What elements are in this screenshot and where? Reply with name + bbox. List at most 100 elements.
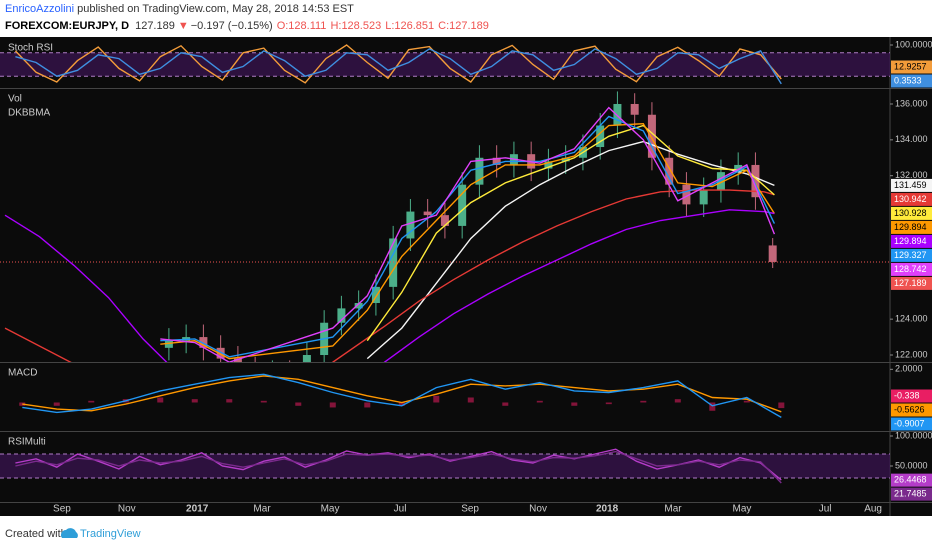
candle-body [458,184,467,226]
logo-cloud [61,528,78,538]
histogram-bar [709,402,716,411]
pane-title: MACD [8,368,37,379]
value-label: -0.5626 [894,404,925,414]
value-pill [891,178,932,192]
histogram-bar [260,400,267,403]
histogram-bar [571,402,578,406]
header-bg [0,0,932,37]
candle-body [716,172,725,191]
value-pill [891,192,932,206]
candle-body [216,347,225,359]
band-fill [0,454,890,478]
high: H:128.523 [330,20,381,32]
y-tick-label: 100.0000 [895,39,932,49]
symbol: FOREXCOM:EURJPY, D [5,20,129,32]
pane [0,44,890,85]
histogram-bar [295,402,302,406]
histogram-bar [536,400,543,403]
value-pill [891,220,932,234]
series-line [4,189,775,362]
x-tick-label: Sep [461,504,479,515]
author[interactable]: EnricoAzzolini [5,3,74,15]
value-pill [891,389,932,403]
y-tick-label: 124.000 [895,314,928,324]
y-tick-label: 100.0000 [895,430,932,440]
x-tick-label: 2017 [186,504,209,515]
x-tick-label: May [321,504,340,515]
histogram-bar [467,397,474,403]
value-label: 129.894 [894,236,927,246]
y-tick-label: 132.000 [895,170,928,180]
series-line [366,140,775,360]
value-label: 130.942 [894,194,927,204]
footer-brand[interactable]: TradingView [80,528,141,540]
pane [0,448,890,484]
value-label: 26.4468 [894,475,927,485]
x-tick-label: Nov [529,504,547,515]
value-pill [891,403,932,417]
candle-body [164,340,173,348]
series-line [160,122,775,360]
value-label: 127.189 [894,278,927,288]
candle-body [302,355,311,362]
value-pill [891,417,932,431]
value-pill [891,262,932,276]
x-tick-label: May [733,504,752,515]
pane [0,91,890,362]
candle-body [734,164,743,173]
value-label: 12.9257 [894,61,927,71]
candle-body [682,184,691,205]
value-label: 21.7485 [894,489,927,499]
series-line [22,375,782,413]
candle-body [233,358,242,362]
candle-body [596,125,605,148]
x-tick-label: Jul [394,504,407,515]
candle-body [423,211,432,216]
series-line [4,209,775,362]
open: O:128.111 [277,20,327,32]
candle-body [475,157,484,185]
value-pill [891,276,932,290]
pane-title: Stoch RSI [8,43,53,54]
histogram-bar [329,402,336,408]
series-line [15,450,782,484]
candle-body [665,157,674,185]
pane-title: RSIMulti [8,437,46,448]
series-line [160,106,776,362]
histogram-bar [191,399,198,403]
histogram-bar [53,402,60,406]
candle-body [544,161,553,169]
pane-title: DKBBMA [8,108,51,119]
histogram-bar [778,402,785,409]
candle-body [371,286,380,304]
value-label: -0.338 [894,390,920,400]
last: 127.189 [135,20,175,32]
published: published on TradingView.com, May 28, 20… [77,3,354,15]
candle-body [389,238,398,287]
change: −0.197 (−0.15%) [191,20,273,32]
candle-body [647,114,656,158]
histogram-bar [157,397,164,403]
series-line [14,44,782,84]
value-pill [891,473,932,487]
candle-body [561,157,570,162]
candle-body [337,308,346,323]
value-label: 131.459 [894,180,927,190]
x-tick-label: Jul [819,504,832,515]
value-label: 130.928 [894,208,927,218]
histogram-bar [640,400,647,403]
series-line [15,48,782,85]
pane-title: Vol [8,94,22,105]
chart-bg [0,37,932,516]
histogram-bar [502,402,509,406]
histogram-bar [743,400,750,403]
value-label: 129.327 [894,250,927,260]
candle-body [406,211,415,239]
y-tick-label: 2.0000 [895,364,923,374]
histogram-bar [398,402,405,406]
value-label: 129.894 [894,222,927,232]
candle-body [199,337,208,348]
brand-logo[interactable]: TradingView [61,528,141,540]
